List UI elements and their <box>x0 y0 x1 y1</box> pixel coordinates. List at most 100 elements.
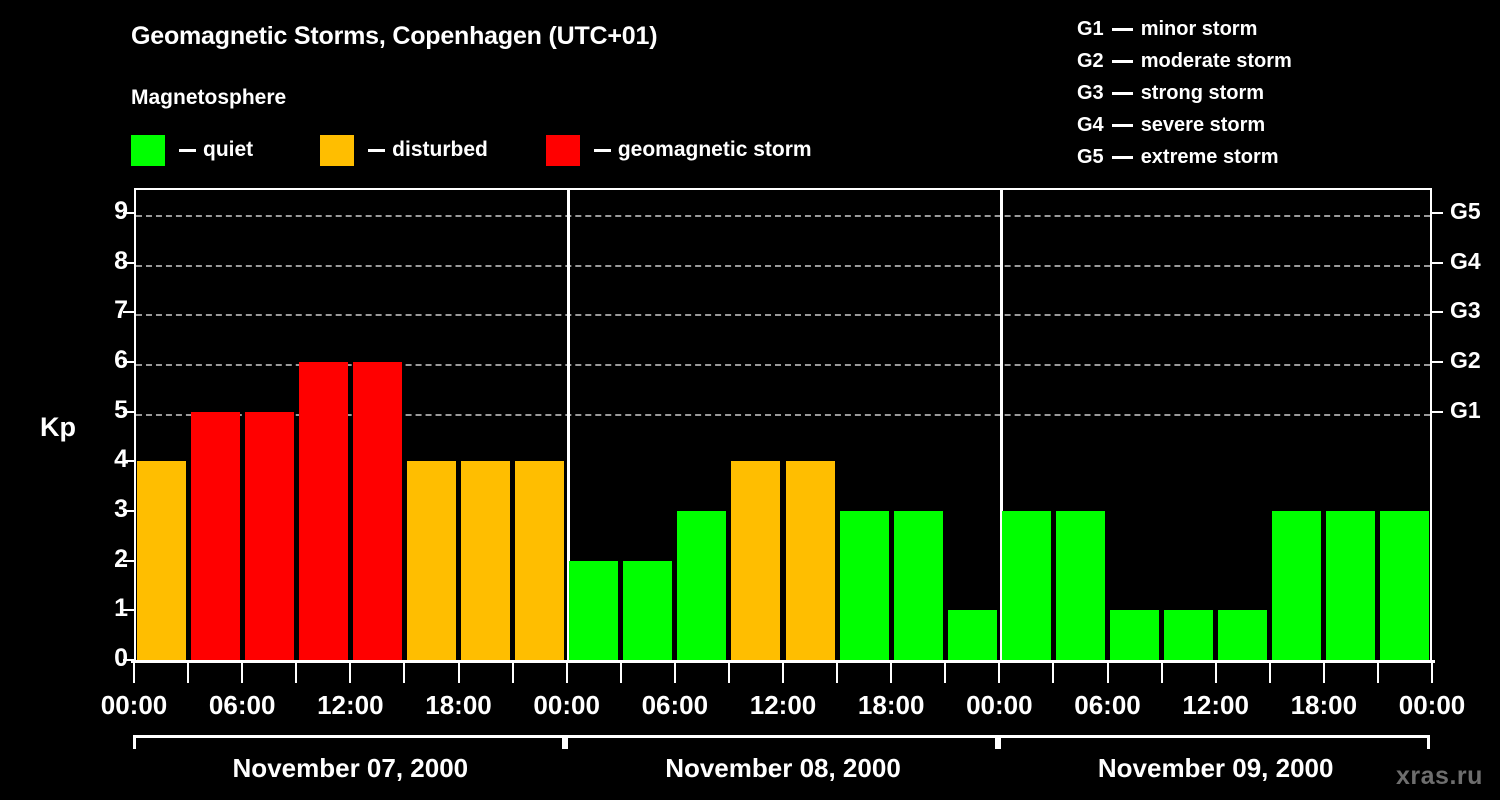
x-tick-mark <box>457 663 460 683</box>
x-tick-label: 18:00 <box>1290 690 1358 720</box>
x-tick-mark <box>1052 663 1055 683</box>
y-tick-mark-1 <box>123 609 134 612</box>
bar[interactable] <box>190 411 240 660</box>
legend-label-disturbed: disturbed <box>392 138 488 161</box>
x-tick-mark <box>133 663 135 683</box>
gridline-kp-5 <box>136 413 1430 416</box>
g-tick-label-g2: G2 <box>1450 346 1481 373</box>
bar[interactable] <box>947 610 997 660</box>
gscale-key-row-g4: G4 severe storm <box>1077 109 1417 141</box>
x-tick-label: 12:00 <box>317 690 384 720</box>
bar[interactable] <box>1055 510 1105 660</box>
gscale-code-g5: G5 <box>1077 146 1104 168</box>
legend-dash-icon <box>179 148 196 152</box>
x-tick-mark <box>1268 663 1271 683</box>
date-bracket <box>997 735 1431 749</box>
x-tick-label: 06:00 <box>1074 690 1141 720</box>
legend-dash-icon <box>593 148 611 152</box>
legend-dash-icon <box>368 148 386 152</box>
bar[interactable] <box>785 461 835 660</box>
x-tick-mark <box>673 663 676 683</box>
gscale-dash-icon <box>1111 59 1133 63</box>
gscale-key-row-g2: G2 moderate storm <box>1077 45 1417 77</box>
bar[interactable] <box>1164 610 1214 660</box>
x-tick-mark <box>1214 663 1217 683</box>
bar[interactable] <box>244 411 294 660</box>
gridline-kp-8 <box>136 264 1430 267</box>
x-tick-mark <box>836 663 839 683</box>
gscale-dash-icon <box>1111 123 1133 127</box>
x-tick-mark <box>1376 663 1379 683</box>
gscale-desc-g2: moderate storm <box>1140 50 1292 72</box>
x-tick-label: 00:00 <box>966 690 1033 720</box>
x-tick-mark <box>187 663 190 683</box>
gscale-code-g3: G3 <box>1077 82 1104 104</box>
gscale-key-row-g1: G1 minor storm <box>1077 13 1417 45</box>
gscale-key-row-g5: G5 extreme storm <box>1077 141 1417 173</box>
legend-swatch-quiet <box>131 134 165 166</box>
bar[interactable] <box>1110 610 1160 660</box>
y-tick-mark-4 <box>123 460 134 463</box>
gridline-kp-7 <box>136 314 1430 317</box>
legend-item-disturbed[interactable]: disturbed <box>320 134 488 166</box>
gscale-desc-g4: severe storm <box>1140 114 1266 136</box>
bar[interactable] <box>839 510 889 660</box>
g-tick-mark-g4 <box>1432 261 1443 264</box>
gscale-desc-g3: strong storm <box>1140 82 1265 104</box>
x-tick-mark <box>619 663 622 683</box>
legend-item-quiet[interactable]: quiet <box>131 134 253 166</box>
x-tick-mark <box>241 663 244 683</box>
bar[interactable] <box>298 361 348 660</box>
gscale-dash-icon <box>1111 91 1133 95</box>
y-tick-mark-7 <box>123 311 134 314</box>
y-tick-mark-0 <box>123 659 134 661</box>
bar[interactable] <box>461 461 511 660</box>
bar[interactable] <box>1272 510 1322 660</box>
gscale-code-g2: G2 <box>1077 50 1104 72</box>
legend-swatch-storm <box>545 134 580 166</box>
bar[interactable] <box>893 510 943 660</box>
x-tick-label: 06:00 <box>208 690 276 720</box>
page-title: Geomagnetic Storms, Copenhagen (UTC+01) <box>131 22 658 50</box>
bar[interactable] <box>515 461 565 660</box>
gscale-dash-icon <box>1111 27 1133 31</box>
watermark: xras.ru <box>1396 762 1483 790</box>
gscale-key-row-g3: G3 strong storm <box>1077 77 1417 109</box>
gscale-code-g4: G4 <box>1077 114 1104 136</box>
magnetosphere-label: Magnetosphere <box>131 86 287 109</box>
x-tick-mark <box>1431 663 1433 683</box>
y-tick-mark-3 <box>123 509 134 512</box>
x-tick-mark <box>403 663 406 683</box>
bars-layer <box>134 188 1432 660</box>
x-tick-mark <box>349 663 352 683</box>
bar[interactable] <box>677 510 727 660</box>
bar[interactable] <box>352 361 402 660</box>
y-tick-mark-5 <box>123 410 134 413</box>
y-tick-label-3: 3 <box>114 494 128 523</box>
x-tick-mark <box>1322 663 1325 683</box>
y-tick-label-4: 4 <box>114 445 128 474</box>
legend-item-storm[interactable]: geomagnetic storm <box>545 134 812 166</box>
x-tick-mark <box>944 663 947 683</box>
g-tick-mark-g3 <box>1432 311 1443 314</box>
x-tick-label: 00:00 <box>533 690 600 720</box>
g-tick-mark-g5 <box>1432 211 1443 214</box>
y-tick-label-2: 2 <box>114 544 128 573</box>
day-divider-1 <box>567 190 571 662</box>
g-tick-label-g3: G3 <box>1450 297 1481 324</box>
bar[interactable] <box>1326 510 1376 660</box>
bar[interactable] <box>623 560 673 660</box>
bar[interactable] <box>1218 610 1268 660</box>
legend-swatch-disturbed <box>320 134 355 166</box>
gscale-dash-icon <box>1111 155 1133 159</box>
x-tick-mark <box>565 663 568 683</box>
y-tick-mark-8 <box>123 261 134 264</box>
bar[interactable] <box>569 560 619 660</box>
y-tick-label-1: 1 <box>114 594 128 623</box>
bar[interactable] <box>1001 510 1051 660</box>
date-label: November 07, 2000 <box>232 753 469 783</box>
bar[interactable] <box>731 461 781 660</box>
bar[interactable] <box>406 461 456 660</box>
bar[interactable] <box>1380 510 1430 660</box>
bar[interactable] <box>136 461 186 660</box>
